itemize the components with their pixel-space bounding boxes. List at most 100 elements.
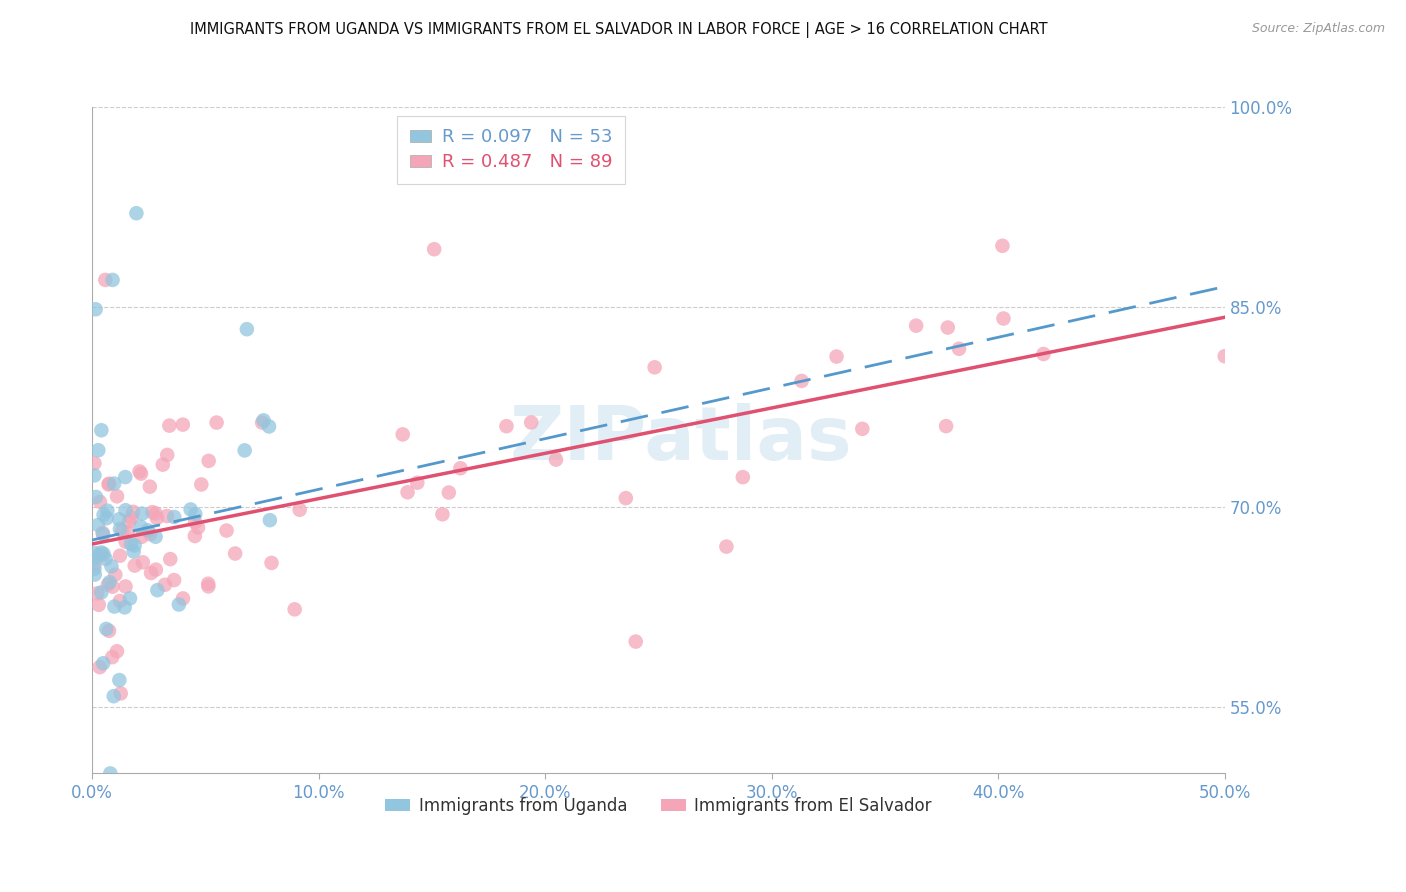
Point [905, 318, 928, 333]
Point [120, 510, 142, 524]
Point [187, 520, 209, 534]
Point [132, 555, 155, 569]
Point [98, 624, 121, 638]
Point [87, 518, 110, 533]
Point [180, 502, 202, 516]
Point [83, 468, 105, 483]
Point [288, 502, 311, 516]
Point [86, 586, 108, 600]
Point [101, 273, 124, 287]
Point [644, 360, 666, 375]
Point [139, 527, 162, 541]
Point [449, 461, 471, 475]
Point [167, 598, 190, 612]
Point [233, 443, 256, 458]
Point [236, 322, 259, 336]
Point [103, 689, 125, 703]
Point [139, 480, 162, 494]
Point [157, 418, 180, 433]
Point [520, 416, 543, 430]
Point [391, 427, 413, 442]
Point [716, 540, 738, 554]
Point [97, 477, 120, 491]
Point [114, 470, 136, 484]
Point [172, 591, 194, 606]
Point [98, 476, 121, 491]
Point [105, 489, 128, 503]
Point [197, 454, 219, 468]
Point [131, 507, 153, 521]
Point [172, 417, 194, 432]
Point [260, 556, 283, 570]
Point [114, 534, 136, 549]
Point [122, 505, 145, 519]
Point [190, 477, 212, 491]
Point [91, 657, 114, 671]
Point [124, 558, 146, 573]
Point [825, 350, 848, 364]
Point [205, 416, 228, 430]
Point [104, 567, 127, 582]
Point [146, 511, 169, 525]
Point [184, 515, 207, 529]
Point [83, 567, 105, 582]
Point [91, 525, 114, 540]
Point [423, 242, 446, 256]
Point [159, 552, 181, 566]
Point [108, 549, 131, 563]
Point [948, 342, 970, 356]
Point [437, 485, 460, 500]
Point [84, 546, 107, 560]
Point [84, 490, 107, 504]
Point [93, 508, 115, 522]
Point [731, 470, 754, 484]
Point [114, 579, 136, 593]
Point [83, 558, 105, 572]
Point [197, 579, 219, 593]
Point [495, 419, 517, 434]
Point [111, 524, 134, 539]
Point [93, 547, 115, 561]
Point [141, 505, 163, 519]
Point [396, 485, 419, 500]
Point [125, 206, 148, 220]
Point [114, 600, 136, 615]
Point [790, 374, 813, 388]
Point [145, 530, 167, 544]
Point [108, 522, 131, 536]
Point [83, 456, 105, 470]
Point [110, 686, 132, 700]
Point [114, 503, 136, 517]
Point [90, 423, 112, 437]
Point [153, 578, 176, 592]
Point [129, 467, 152, 481]
Point [991, 239, 1014, 253]
Point [156, 448, 179, 462]
Point [257, 419, 280, 434]
Text: Source: ZipAtlas.com: Source: ZipAtlas.com [1251, 22, 1385, 36]
Point [100, 559, 122, 574]
Point [118, 514, 141, 528]
Point [139, 566, 162, 580]
Point [97, 577, 120, 591]
Point [117, 524, 139, 539]
Point [136, 523, 159, 537]
Point [96, 511, 118, 525]
Point [128, 465, 150, 479]
Point [96, 622, 118, 636]
Point [122, 544, 145, 558]
Point [96, 504, 118, 518]
Point [129, 520, 152, 534]
Point [89, 495, 111, 509]
Point [146, 583, 169, 598]
Point [145, 507, 167, 521]
Legend: Immigrants from Uganda, Immigrants from El Salvador: Immigrants from Uganda, Immigrants from … [378, 790, 938, 822]
Point [163, 510, 186, 524]
Point [1032, 347, 1054, 361]
Point [98, 575, 121, 590]
Point [101, 580, 124, 594]
Point [184, 507, 207, 521]
Point [84, 302, 107, 317]
Point [98, 766, 121, 780]
Point [108, 512, 131, 526]
